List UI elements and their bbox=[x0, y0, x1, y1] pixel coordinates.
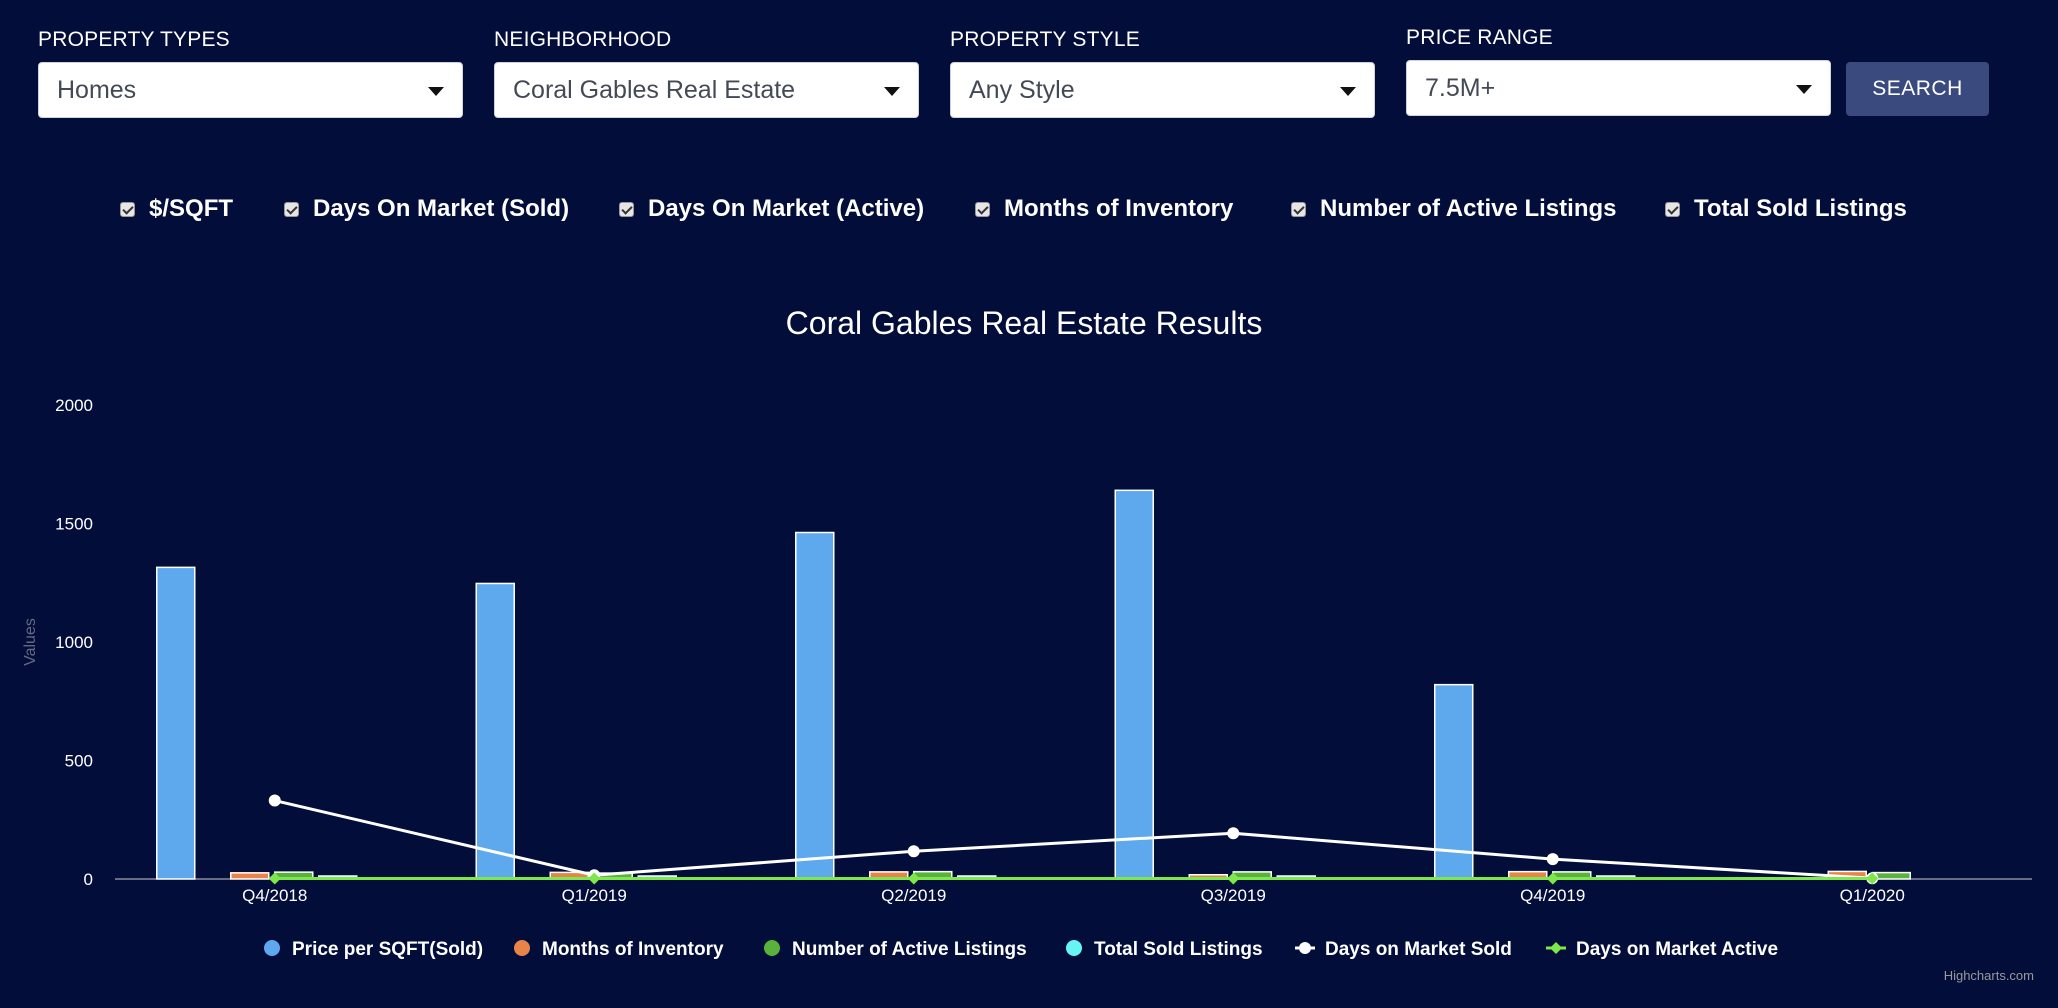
metric-toggles: $/SQFT Days On Market (Sold) Days On Mar… bbox=[0, 195, 2058, 235]
point-5-3 bbox=[1227, 872, 1240, 885]
legend-diamond-icon bbox=[1550, 942, 1562, 954]
legend-item[interactable]: Price per SQFT(Sold) bbox=[292, 939, 483, 960]
legend-item[interactable]: Number of Active Listings bbox=[792, 939, 1027, 960]
toggle-label: Total Sold Listings bbox=[1694, 195, 1907, 222]
property-types-select[interactable]: Homes bbox=[38, 62, 463, 118]
y-tick-label: 2000 bbox=[55, 396, 93, 415]
property-style-label: PROPERTY STYLE bbox=[950, 28, 1140, 51]
toggle-total-sold-listings[interactable]: Total Sold Listings bbox=[1665, 195, 1907, 223]
results-chart: Coral Gables Real Estate Results Values 0 5… bbox=[22, 305, 2032, 960]
neighborhood-value: Coral Gables Real Estate bbox=[513, 75, 796, 104]
bar-0-0 bbox=[156, 566, 196, 880]
caret-down-icon bbox=[1340, 87, 1356, 96]
bar-0-2 bbox=[795, 531, 835, 880]
caret-down-icon bbox=[884, 87, 900, 96]
line-series-4 bbox=[274, 799, 1873, 880]
toggle-label: Days On Market (Active) bbox=[648, 195, 925, 222]
toggle-label: Number of Active Listings bbox=[1320, 195, 1617, 222]
toggle-price-per-sqft[interactable]: $/SQFT bbox=[120, 195, 233, 223]
neighborhood-select[interactable]: Coral Gables Real Estate bbox=[494, 62, 919, 118]
property-types-label: PROPERTY TYPES bbox=[38, 28, 230, 51]
neighborhood-filter: NEIGHBORHOOD Coral Gables Real Estate bbox=[494, 28, 919, 118]
property-style-value: Any Style bbox=[969, 75, 1075, 104]
checkbox-icon[interactable] bbox=[1665, 201, 1680, 217]
bar-0-3 bbox=[1114, 489, 1154, 880]
caret-down-icon bbox=[428, 87, 444, 96]
price-range-value: 7.5M+ bbox=[1425, 73, 1496, 102]
toggle-days-on-market-sold[interactable]: Days On Market (Sold) bbox=[284, 195, 569, 223]
point-5-1 bbox=[588, 872, 601, 885]
price-range-filter: PRICE RANGE 7.5M+ bbox=[1406, 26, 1831, 116]
toggle-months-of-inventory[interactable]: Months of Inventory bbox=[975, 195, 1233, 223]
point-5-0 bbox=[268, 872, 281, 885]
legend-item[interactable]: Total Sold Listings bbox=[1094, 939, 1263, 960]
toggle-active-listings[interactable]: Number of Active Listings bbox=[1291, 195, 1616, 223]
checkbox-icon[interactable] bbox=[1291, 201, 1306, 217]
property-types-filter: PROPERTY TYPES Homes bbox=[38, 28, 463, 118]
legend-circle-icon bbox=[764, 940, 780, 956]
x-tick-label: Q4/2019 bbox=[1520, 886, 1585, 905]
point-4-4 bbox=[1546, 853, 1559, 866]
price-range-label: PRICE RANGE bbox=[1406, 26, 1553, 49]
checkbox-icon[interactable] bbox=[284, 201, 299, 217]
legend-circle-icon bbox=[1066, 940, 1082, 956]
filter-bar: PROPERTY TYPES Homes NEIGHBORHOOD Coral … bbox=[0, 0, 2058, 130]
point-4-3 bbox=[1227, 827, 1240, 840]
highcharts-credit[interactable]: Highcharts.com bbox=[1943, 968, 2034, 983]
bar-0-1 bbox=[475, 582, 515, 880]
toggle-days-on-market-active[interactable]: Days On Market (Active) bbox=[619, 195, 924, 223]
y-tick-label: 500 bbox=[65, 752, 93, 771]
legend-circle-icon bbox=[514, 940, 530, 956]
x-tick-label: Q2/2019 bbox=[881, 886, 946, 905]
search-button[interactable]: SEARCH bbox=[1846, 62, 1989, 116]
legend-item[interactable]: Days on Market Active bbox=[1576, 939, 1778, 960]
point-5-2 bbox=[907, 872, 920, 885]
toggle-label: Months of Inventory bbox=[1004, 195, 1234, 222]
x-tick-label: Q1/2020 bbox=[1840, 886, 1905, 905]
legend-circle-icon bbox=[264, 940, 280, 956]
bar-1-0 bbox=[230, 872, 270, 880]
toggle-label: $/SQFT bbox=[149, 195, 234, 222]
y-tick-label: 1500 bbox=[55, 515, 93, 534]
y-tick-label: 0 bbox=[84, 870, 93, 889]
x-tick-label: Q1/2019 bbox=[562, 886, 627, 905]
y-axis-title: Values bbox=[22, 618, 39, 666]
property-style-filter: PROPERTY STYLE Any Style bbox=[950, 28, 1375, 118]
point-4-2 bbox=[907, 845, 920, 858]
chart-title: Coral Gables Real Estate Results bbox=[786, 305, 1263, 341]
price-range-select[interactable]: 7.5M+ bbox=[1406, 60, 1831, 116]
x-tick-label: Q3/2019 bbox=[1201, 886, 1266, 905]
point-5-5 bbox=[1866, 872, 1879, 885]
x-tick-label: Q4/2018 bbox=[242, 886, 307, 905]
checkbox-icon[interactable] bbox=[120, 201, 135, 217]
point-5-4 bbox=[1546, 872, 1559, 885]
toggle-label: Days On Market (Sold) bbox=[313, 195, 570, 222]
property-types-value: Homes bbox=[57, 75, 137, 104]
neighborhood-label: NEIGHBORHOOD bbox=[494, 28, 672, 51]
caret-down-icon bbox=[1796, 85, 1812, 94]
legend-item[interactable]: Months of Inventory bbox=[542, 939, 724, 960]
legend-circle-icon bbox=[1299, 942, 1311, 954]
y-tick-label: 1000 bbox=[55, 633, 93, 652]
checkbox-icon[interactable] bbox=[975, 201, 990, 217]
legend-item[interactable]: Days on Market Sold bbox=[1325, 939, 1512, 960]
point-4-0 bbox=[268, 794, 281, 807]
property-style-select[interactable]: Any Style bbox=[950, 62, 1375, 118]
checkbox-icon[interactable] bbox=[619, 201, 634, 217]
